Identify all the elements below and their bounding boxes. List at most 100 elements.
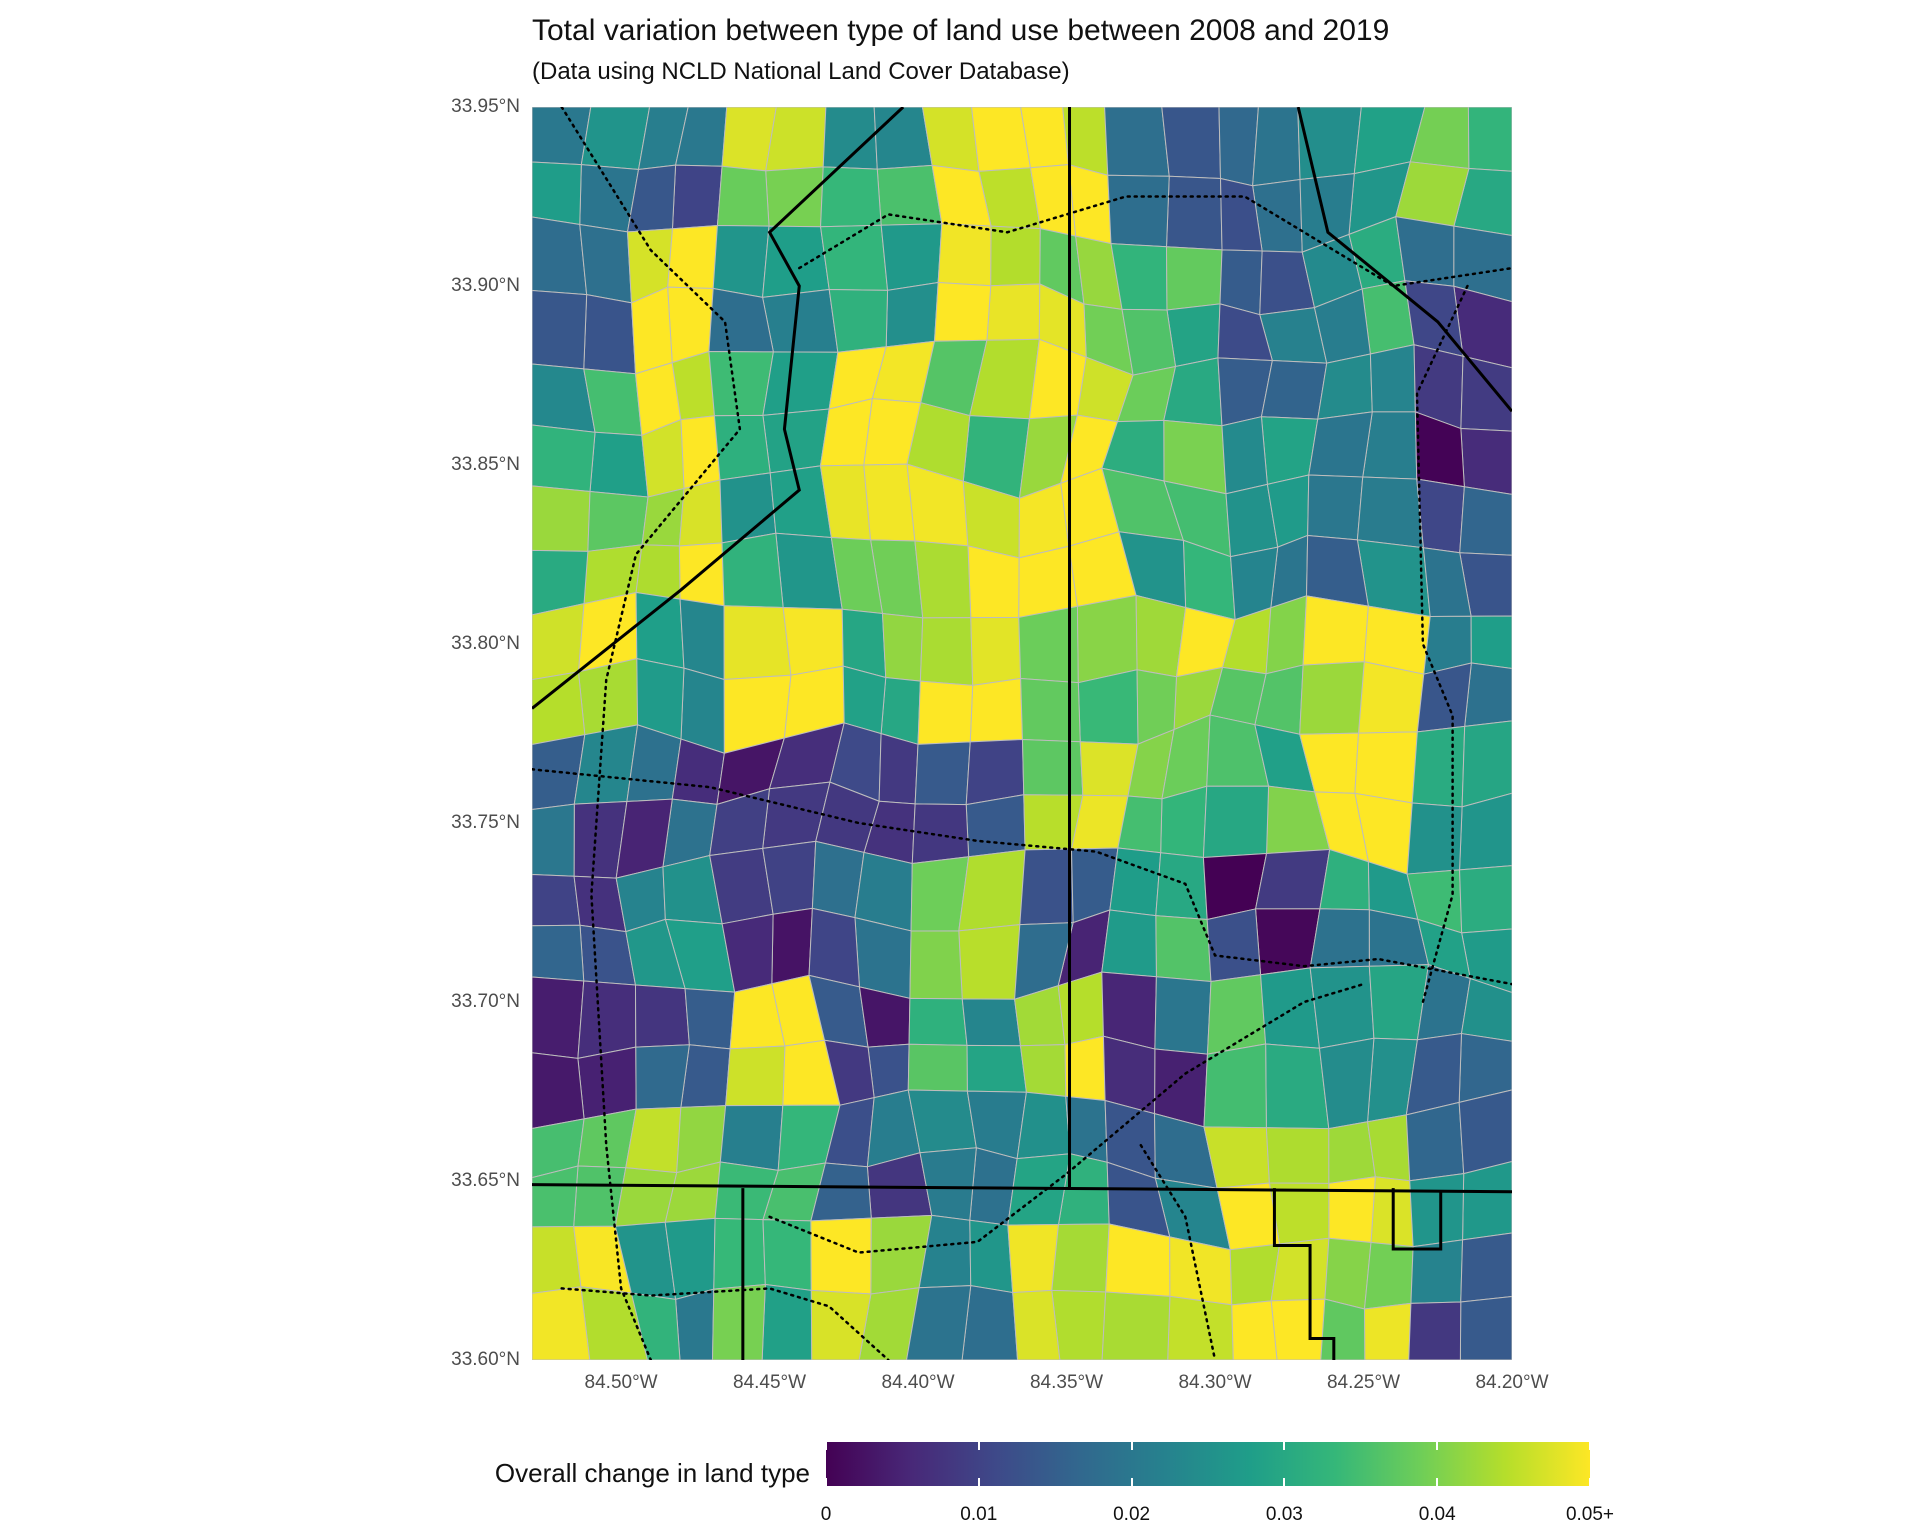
census-tract — [1416, 478, 1465, 554]
census-tract — [1460, 977, 1512, 1042]
census-tract — [1051, 1223, 1110, 1293]
census-tract — [990, 225, 1041, 287]
x-tick-label: 84.35°W — [1029, 1372, 1104, 1393]
census-tract — [1154, 1048, 1208, 1128]
census-tract — [1411, 725, 1466, 808]
y-tick-label: 33.90°N — [451, 275, 520, 296]
census-tract — [965, 738, 1025, 806]
city-limit — [1139, 1143, 1217, 1360]
census-tract — [880, 223, 943, 291]
census-tract — [577, 980, 637, 1060]
legend-tick-label: 0.05+ — [1565, 1504, 1615, 1525]
census-tract — [1252, 107, 1301, 187]
census-tract — [906, 1285, 972, 1360]
census-tract — [532, 485, 591, 552]
legend-tick — [977, 1478, 980, 1486]
county-boundary — [532, 1183, 1512, 1194]
census-tract — [532, 671, 586, 745]
census-tract — [914, 540, 972, 619]
census-tract — [1155, 915, 1212, 983]
census-tract — [1460, 1232, 1512, 1303]
census-tract — [761, 1283, 813, 1360]
census-tract — [1318, 1037, 1375, 1130]
census-tract — [1077, 669, 1139, 745]
census-tract — [880, 676, 921, 745]
census-tract — [1161, 107, 1222, 179]
legend-tick — [1130, 1442, 1133, 1450]
census-tract — [532, 803, 575, 877]
census-tract — [1218, 107, 1259, 187]
census-tract — [1459, 486, 1512, 556]
census-tract — [1356, 476, 1424, 549]
census-tract — [532, 161, 582, 226]
census-tract — [679, 598, 725, 681]
legend-tick — [1436, 1442, 1439, 1450]
census-tract — [1101, 909, 1157, 978]
census-tract — [919, 617, 974, 686]
census-tract — [532, 1226, 582, 1294]
y-tick-label: 33.70°N — [451, 991, 520, 1012]
census-tract — [808, 907, 861, 988]
census-tract — [961, 998, 1022, 1047]
census-tract — [630, 286, 673, 375]
census-tract — [1363, 1302, 1412, 1360]
census-tract — [1155, 852, 1208, 921]
census-tract — [577, 658, 639, 736]
legend-tick-label: 0.03 — [1265, 1504, 1303, 1525]
census-tract — [1309, 908, 1370, 969]
census-tract — [1260, 360, 1328, 420]
census-tract — [723, 605, 792, 681]
legend-tick — [1589, 1478, 1591, 1486]
census-tract — [762, 408, 830, 474]
census-tract — [1166, 303, 1221, 368]
x-tick-label: 84.50°W — [584, 1372, 658, 1393]
census-tract — [1166, 246, 1223, 311]
census-tract — [532, 1052, 585, 1130]
map-tracts — [532, 107, 1512, 1360]
y-tick-label: 33.85°N — [451, 454, 520, 475]
legend-tick — [1130, 1478, 1133, 1486]
census-tract — [1395, 216, 1455, 287]
census-tract — [971, 107, 1032, 172]
census-tract — [1461, 720, 1512, 808]
census-tract — [580, 107, 651, 170]
census-tract — [863, 463, 916, 542]
census-tract — [1470, 615, 1512, 669]
census-tract — [1265, 595, 1308, 675]
census-tract — [970, 616, 1022, 686]
census-tract — [1020, 677, 1081, 743]
census-tract — [532, 924, 585, 982]
census-tract — [1167, 1295, 1234, 1360]
census-tract — [878, 732, 919, 805]
legend-tick-label: 0.02 — [1113, 1504, 1151, 1525]
legend-tick-label: 0 — [820, 1504, 832, 1525]
city-limit — [798, 195, 1512, 288]
census-tract — [577, 1046, 637, 1120]
legend-tick — [1283, 1442, 1286, 1450]
census-tract — [1357, 661, 1425, 734]
city-limit — [560, 107, 742, 1360]
census-tract — [969, 677, 1023, 743]
census-tract — [1328, 1176, 1376, 1244]
city-limit — [1415, 284, 1469, 1004]
census-tract — [1409, 1173, 1465, 1248]
census-tract — [1021, 738, 1084, 796]
census-tract — [1019, 1044, 1067, 1097]
census-tract — [810, 1217, 872, 1295]
census-tract — [532, 873, 581, 927]
census-tract — [1459, 1296, 1512, 1360]
census-tract — [885, 281, 939, 348]
census-tract — [1265, 1043, 1330, 1130]
legend-tick — [1283, 1478, 1286, 1486]
census-tract — [771, 907, 813, 985]
legend-title: Overall change in land type — [494, 1458, 810, 1488]
census-tract — [1051, 1289, 1107, 1360]
y-tick-label: 33.65°N — [451, 1170, 520, 1191]
census-tract — [961, 1284, 1019, 1360]
census-tract — [810, 1289, 872, 1360]
census-tract — [828, 288, 889, 353]
census-tract — [667, 225, 718, 290]
census-tract — [965, 794, 1026, 858]
census-tract — [1464, 662, 1512, 727]
